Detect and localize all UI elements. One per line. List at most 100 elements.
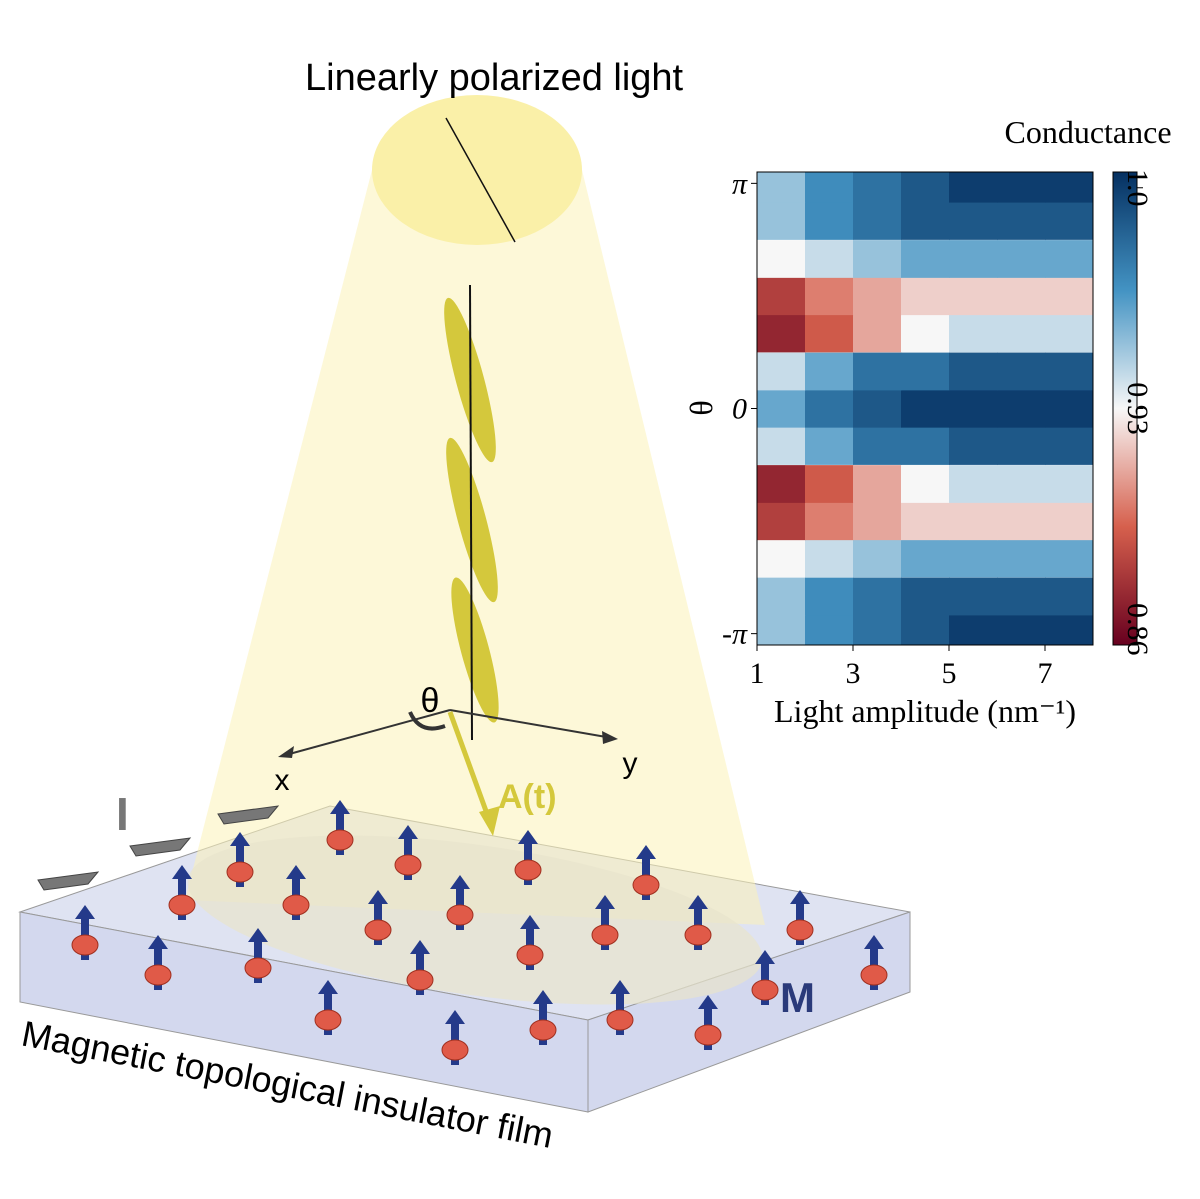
heatmap-cell [901, 502, 950, 541]
heatmap-cell [853, 502, 902, 541]
field-label: A(t) [498, 778, 557, 816]
heatmap-cell [853, 465, 902, 503]
heatmap-cell [1045, 465, 1093, 503]
heatmap-cell [757, 389, 806, 428]
heatmap-cell [805, 614, 854, 645]
heatmap-cell [997, 427, 1046, 465]
heatmap-cell [853, 314, 902, 353]
spin-core [860, 964, 888, 986]
heatmap-cell [997, 202, 1046, 240]
spin-core [446, 904, 474, 926]
heatmap-cell [949, 427, 998, 465]
y-tick-label: -π [722, 618, 748, 651]
heatmap-cell [997, 465, 1046, 503]
spin-head [518, 830, 538, 844]
colorbar [1112, 171, 1138, 646]
heatmap-cell [805, 277, 854, 316]
heatmap-cell [901, 352, 950, 391]
spin-core [751, 979, 779, 1001]
spin-head [533, 990, 553, 1004]
heatmap-cell [853, 240, 902, 278]
heatmap-cell [757, 427, 806, 465]
heatmap-cell [853, 427, 902, 465]
heatmap-cell [757, 352, 806, 391]
x-tick-label: 5 [942, 657, 957, 690]
heatmap-cell [949, 465, 998, 503]
spin-head [636, 845, 656, 859]
heatmap-cell [1045, 314, 1093, 353]
heatmap-cell [997, 314, 1046, 353]
heatmap-cell [949, 539, 998, 578]
heatmap-cell [1045, 240, 1093, 278]
heatmap-cell [997, 352, 1046, 391]
heatmap-cell [1045, 539, 1093, 578]
x-label: x [275, 764, 290, 797]
colorbar-tick-label: 0.93 [1121, 382, 1154, 435]
y-tick-label: π [732, 167, 748, 200]
heatmap-cell [901, 427, 950, 465]
heatmap-cell [1045, 202, 1093, 240]
spin-head [318, 980, 338, 994]
spin-head [445, 1010, 465, 1024]
beam-source [372, 95, 582, 245]
heatmap-cell [805, 202, 854, 240]
spin-core [326, 829, 354, 851]
heatmap-chart: Conductance Light amplitude (nm⁻¹) θ 1 3 5… [683, 114, 1172, 729]
spin-core [516, 944, 544, 966]
heatmap-cell [949, 614, 998, 645]
heatmap-cell [757, 465, 806, 503]
heatmap-cell [853, 202, 902, 240]
heatmap-cell [949, 389, 998, 428]
spin-core [282, 894, 310, 916]
heatmap-cell [757, 277, 806, 316]
current-label: I [116, 788, 129, 840]
heatmap-cell [757, 314, 806, 353]
magnetization-label: M [780, 974, 815, 1021]
heatmap-cell [949, 352, 998, 391]
heatmap-cell [901, 614, 950, 645]
heatmap-cell [757, 577, 806, 616]
y-axis-line [449, 709, 613, 739]
spin-core [632, 874, 660, 896]
spin-core [694, 1024, 722, 1046]
heatmap-cell [805, 240, 854, 278]
heatmap-cell [757, 502, 806, 541]
heatmap-cell [757, 240, 806, 278]
colorbar-label: Conductance [1004, 114, 1171, 150]
arrow-head [278, 746, 294, 758]
polarization-line [445, 117, 516, 243]
heatmap-cell [853, 172, 902, 203]
heatmap-cell [997, 277, 1046, 316]
arrow-head [479, 806, 500, 836]
heatmap-cell [901, 577, 950, 616]
heatmap-cell [853, 577, 902, 616]
spin-head [230, 832, 250, 846]
heatmap-cell [805, 465, 854, 503]
spins [71, 800, 888, 1065]
heatmap-cell [949, 240, 998, 278]
x-tick-label: 3 [846, 657, 861, 690]
heatmap-cell [757, 614, 806, 645]
spin-head [398, 825, 418, 839]
heatmap-cell [1045, 352, 1093, 391]
spin-core [591, 924, 619, 946]
angle-arc [408, 711, 446, 731]
wave-axis [469, 284, 473, 741]
heatmap-cell [949, 577, 998, 616]
x-tick-label: 1 [750, 657, 765, 690]
heatmap-cell [1045, 172, 1093, 203]
heatmap-cell [805, 502, 854, 541]
heatmap-cell [1045, 502, 1093, 541]
heatmap-cell [901, 240, 950, 278]
spin-head [698, 995, 718, 1009]
y-label: y [623, 747, 638, 780]
coordinate-axes [281, 709, 613, 757]
y-axis-label: θ [683, 400, 719, 415]
spin-head [610, 980, 630, 994]
heatmap-cell [949, 314, 998, 353]
heatmap-cell [853, 352, 902, 391]
heatmap-cell [901, 277, 950, 316]
spin-core [606, 1009, 634, 1031]
angle-label: θ [421, 682, 440, 720]
heatmap-cell [853, 277, 902, 316]
